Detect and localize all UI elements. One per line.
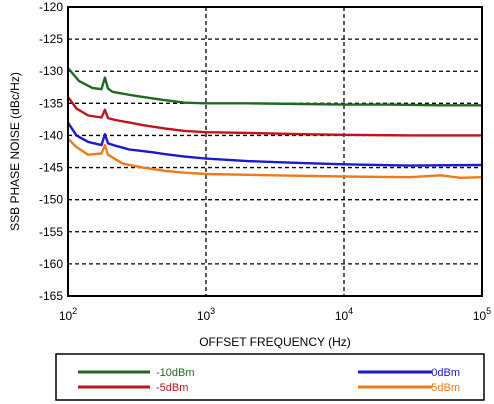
series-lines <box>66 67 483 180</box>
grid-lines <box>68 7 482 296</box>
x-tick-label: 104 <box>335 306 353 323</box>
x-tick-label: 103 <box>197 306 215 323</box>
x-tick-labels: 102 103 104 105 <box>59 306 491 323</box>
y-axis-label: SSB PHASE NOISE (dBc/Hz) <box>8 72 22 231</box>
series-line--5dBm <box>67 96 482 137</box>
plot-frame <box>67 6 483 297</box>
y-tick-label: -120 <box>39 0 63 14</box>
legend-box <box>55 353 485 401</box>
y-tick-label: -140 <box>39 128 63 142</box>
x-tick-label: 102 <box>59 306 77 323</box>
series-line--10dBm <box>67 67 482 107</box>
y-tick-label: -130 <box>39 64 63 78</box>
x-tick-label: 105 <box>473 306 491 323</box>
legend-label: -5dBm <box>156 382 188 394</box>
y-tick-label: -160 <box>39 257 63 271</box>
y-tick-labels: -120 -125 -130 -135 -140 -145 -150 -155 -160 -165 <box>39 0 63 303</box>
y-tick-label: -145 <box>39 161 63 175</box>
series-line-5dBm <box>67 137 483 180</box>
y-tick-label: -165 <box>39 289 63 303</box>
legend: -10dBm -5dBm 0dBm 5dBm <box>55 353 485 401</box>
y-tick-label: -125 <box>39 32 63 46</box>
y-tick-label: -135 <box>39 96 63 110</box>
y-tick-label: -150 <box>39 193 63 207</box>
legend-label: -10dBm <box>156 367 195 379</box>
x-axis-label: OFFSET FREQUENCY (Hz) <box>199 335 351 349</box>
y-tick-label: -155 <box>39 225 63 239</box>
legend-label: 0dBm <box>431 367 460 379</box>
series-line-0dBm <box>66 121 483 167</box>
legend-label: 5dBm <box>431 382 460 394</box>
